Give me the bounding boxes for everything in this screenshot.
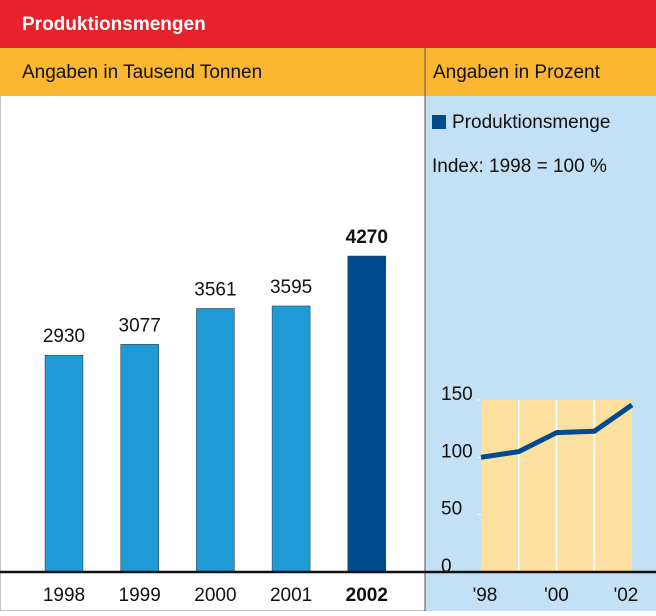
- bar: [196, 308, 235, 573]
- bar: [271, 305, 311, 573]
- value-label: 3561: [194, 279, 236, 300]
- bar: [44, 354, 84, 573]
- x-tick-label: '00: [544, 585, 569, 606]
- x-tick-label: 2001: [270, 585, 312, 606]
- bar: [347, 255, 387, 573]
- left-subtitle: Angaben in Tausend Tonnen: [22, 62, 262, 83]
- line: [480, 402, 634, 460]
- y-tick-label: 0: [441, 556, 452, 577]
- right-subtitle: Angaben in Prozent: [433, 62, 601, 83]
- y-tick-label: 50: [441, 499, 462, 520]
- value-label: 3077: [119, 315, 161, 336]
- header-bar: [0, 0, 656, 48]
- y-tick-label: 150: [441, 384, 473, 405]
- annotation: Index: 1998 = 100 %: [432, 156, 607, 177]
- value-label: 4270: [346, 227, 388, 248]
- subtitle-bar: [0, 48, 656, 96]
- bar: [120, 344, 159, 573]
- x-tick-label: 2002: [346, 585, 388, 606]
- x-tick-label: 1999: [119, 585, 161, 606]
- legend-swatch: [432, 115, 446, 129]
- value-label: 2930: [43, 326, 85, 347]
- y-tick-label: 100: [441, 441, 473, 462]
- legend-label: Produktionsmenge: [452, 112, 610, 133]
- x-tick-label: 2000: [194, 585, 236, 606]
- page-title: Produktionsmengen: [22, 14, 206, 35]
- x-tick-label: '02: [614, 585, 639, 606]
- value-label: 3595: [270, 277, 312, 298]
- x-tick-label: 1998: [43, 585, 85, 606]
- x-tick-label: '98: [473, 585, 498, 606]
